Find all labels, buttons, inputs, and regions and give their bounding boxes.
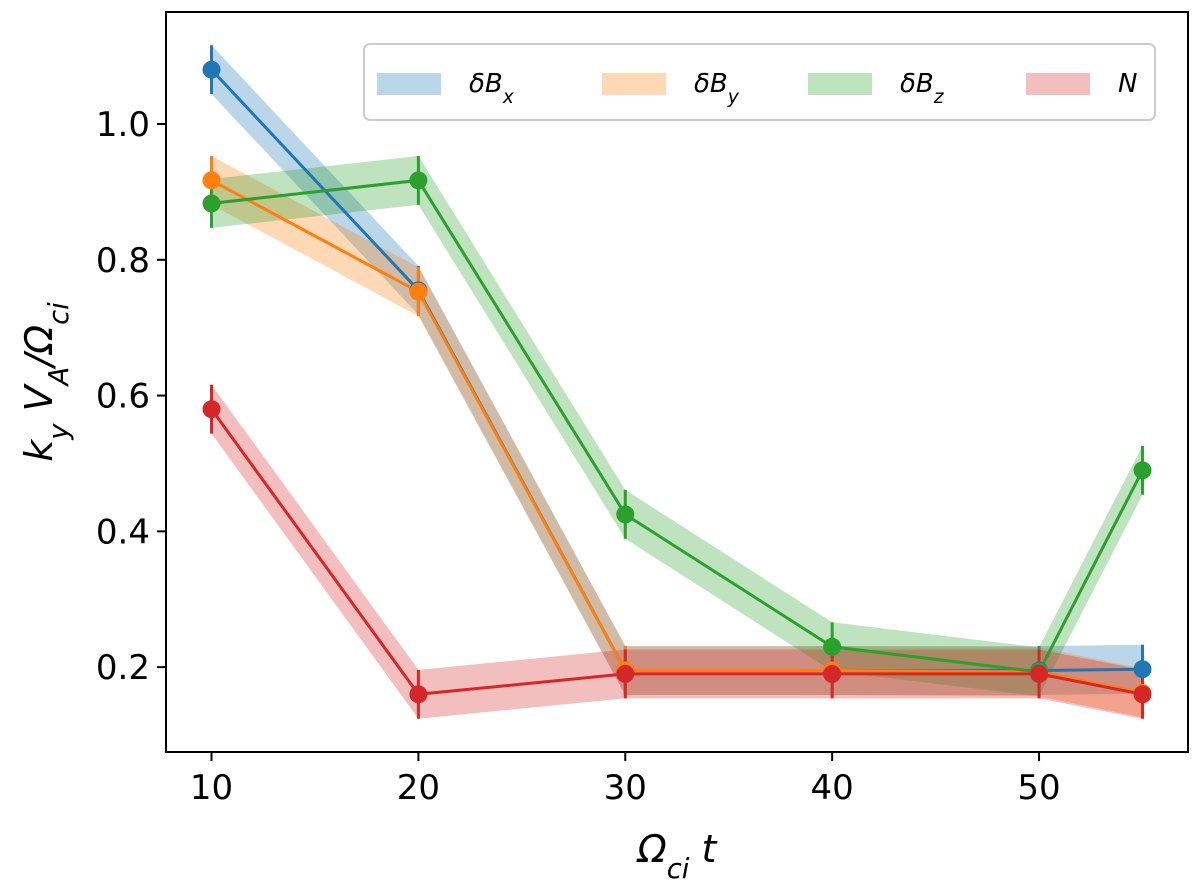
y-tick-label: 0.8 — [96, 241, 150, 281]
point-b-x — [1133, 660, 1152, 679]
legend-box — [363, 43, 1156, 121]
legend-label-b-y: δBy — [694, 69, 740, 108]
legend-label-b-x: δBx — [469, 69, 515, 108]
band-n — [211, 384, 1143, 719]
point-n — [823, 664, 842, 683]
y-tick-label: 0.4 — [96, 512, 150, 552]
point-n — [1133, 685, 1152, 704]
legend: δBx δBy δBz N — [363, 43, 1156, 121]
x-tick-label: 30 — [604, 768, 647, 808]
y-axis-label: ky VA/Ωci — [17, 302, 75, 462]
legend-swatch-b-z — [808, 73, 872, 95]
point-b-z — [409, 171, 428, 190]
plot-frame — [165, 11, 1189, 753]
point-b-z — [202, 194, 221, 213]
data-points — [202, 60, 1152, 704]
legend-swatch-n — [1026, 73, 1090, 95]
y-tick-label: 0.2 — [96, 648, 150, 688]
point-b-x — [202, 60, 221, 79]
point-n — [616, 664, 635, 683]
line-b-z — [211, 178, 1144, 674]
point-n — [1030, 664, 1049, 683]
x-tick-label: 20 — [397, 768, 440, 808]
uncertainty-bands — [211, 45, 1143, 719]
x-tick-label: 40 — [811, 768, 854, 808]
band-b-y — [211, 155, 1143, 718]
legend-label-b-z: δBz — [900, 69, 945, 108]
legend-swatch-b-y — [602, 73, 666, 95]
legend-label-n: N — [1118, 69, 1137, 99]
x-tick-label: 50 — [1017, 768, 1060, 808]
x-tick-label: 10 — [190, 768, 233, 808]
y-tick-label: 1.0 — [96, 105, 150, 145]
point-b-z — [1133, 461, 1152, 480]
x-axis-ticks: 10 20 30 40 50 — [190, 752, 1061, 808]
y-axis-ticks: 0.2 0.4 0.6 0.8 1.0 — [96, 105, 166, 688]
line-b-y — [210, 179, 1143, 695]
x-axis-label: Ωci t — [636, 827, 719, 885]
point-b-y — [202, 171, 221, 190]
line-n — [210, 408, 1143, 696]
series-lines — [210, 68, 1144, 696]
band-b-z — [211, 155, 1143, 697]
point-b-z — [616, 505, 635, 524]
point-b-z — [823, 637, 842, 656]
y-tick-label: 0.6 — [96, 377, 150, 417]
point-b-y — [409, 282, 428, 301]
point-n — [409, 685, 428, 704]
legend-swatch-b-x — [377, 73, 441, 95]
point-n — [202, 400, 221, 419]
